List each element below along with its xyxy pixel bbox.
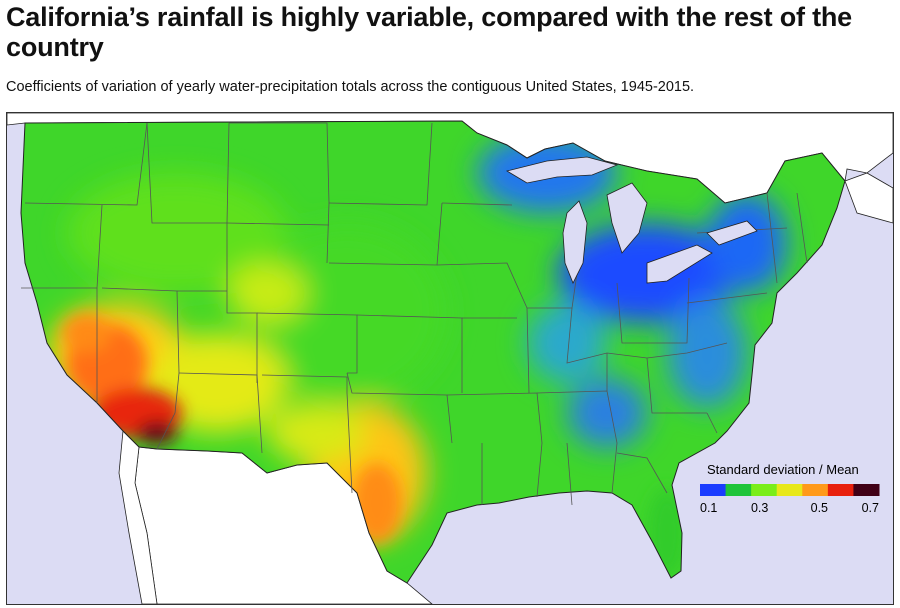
chart-subtitle: Coefficients of variation of yearly wate… [6,79,695,95]
legend-color-swatch [802,484,829,496]
legend-ticks: 0.1 0.3 0.5 0.7 [700,501,879,515]
precipitation-variability-map: Standard deviation / Mean 0.1 0.3 0.5 0.7 [6,112,894,605]
legend-color-bar [700,484,880,496]
legend-color-swatch [827,484,854,496]
great-lakes [505,156,758,284]
legend-tick-label: 0.3 [751,501,768,515]
legend-color-swatch [725,484,752,496]
legend-color-swatch [751,484,778,496]
chart-title: California’s rainfall is highly variable… [6,2,853,62]
legend-color-swatch [700,484,727,496]
maritimes-land [844,172,893,224]
legend-tick-label: 0.7 [862,501,879,515]
legend-tick-label: 0.5 [811,501,828,515]
us-outline [20,120,846,584]
baja-land [118,430,158,604]
legend-color-swatch [853,484,880,496]
legend-color-swatch [776,484,803,496]
legend-tick-label: 0.1 [700,501,717,515]
color-legend: Standard deviation / Mean 0.1 0.3 0.5 0.7 [700,462,880,515]
legend-title: Standard deviation / Mean [707,462,859,477]
